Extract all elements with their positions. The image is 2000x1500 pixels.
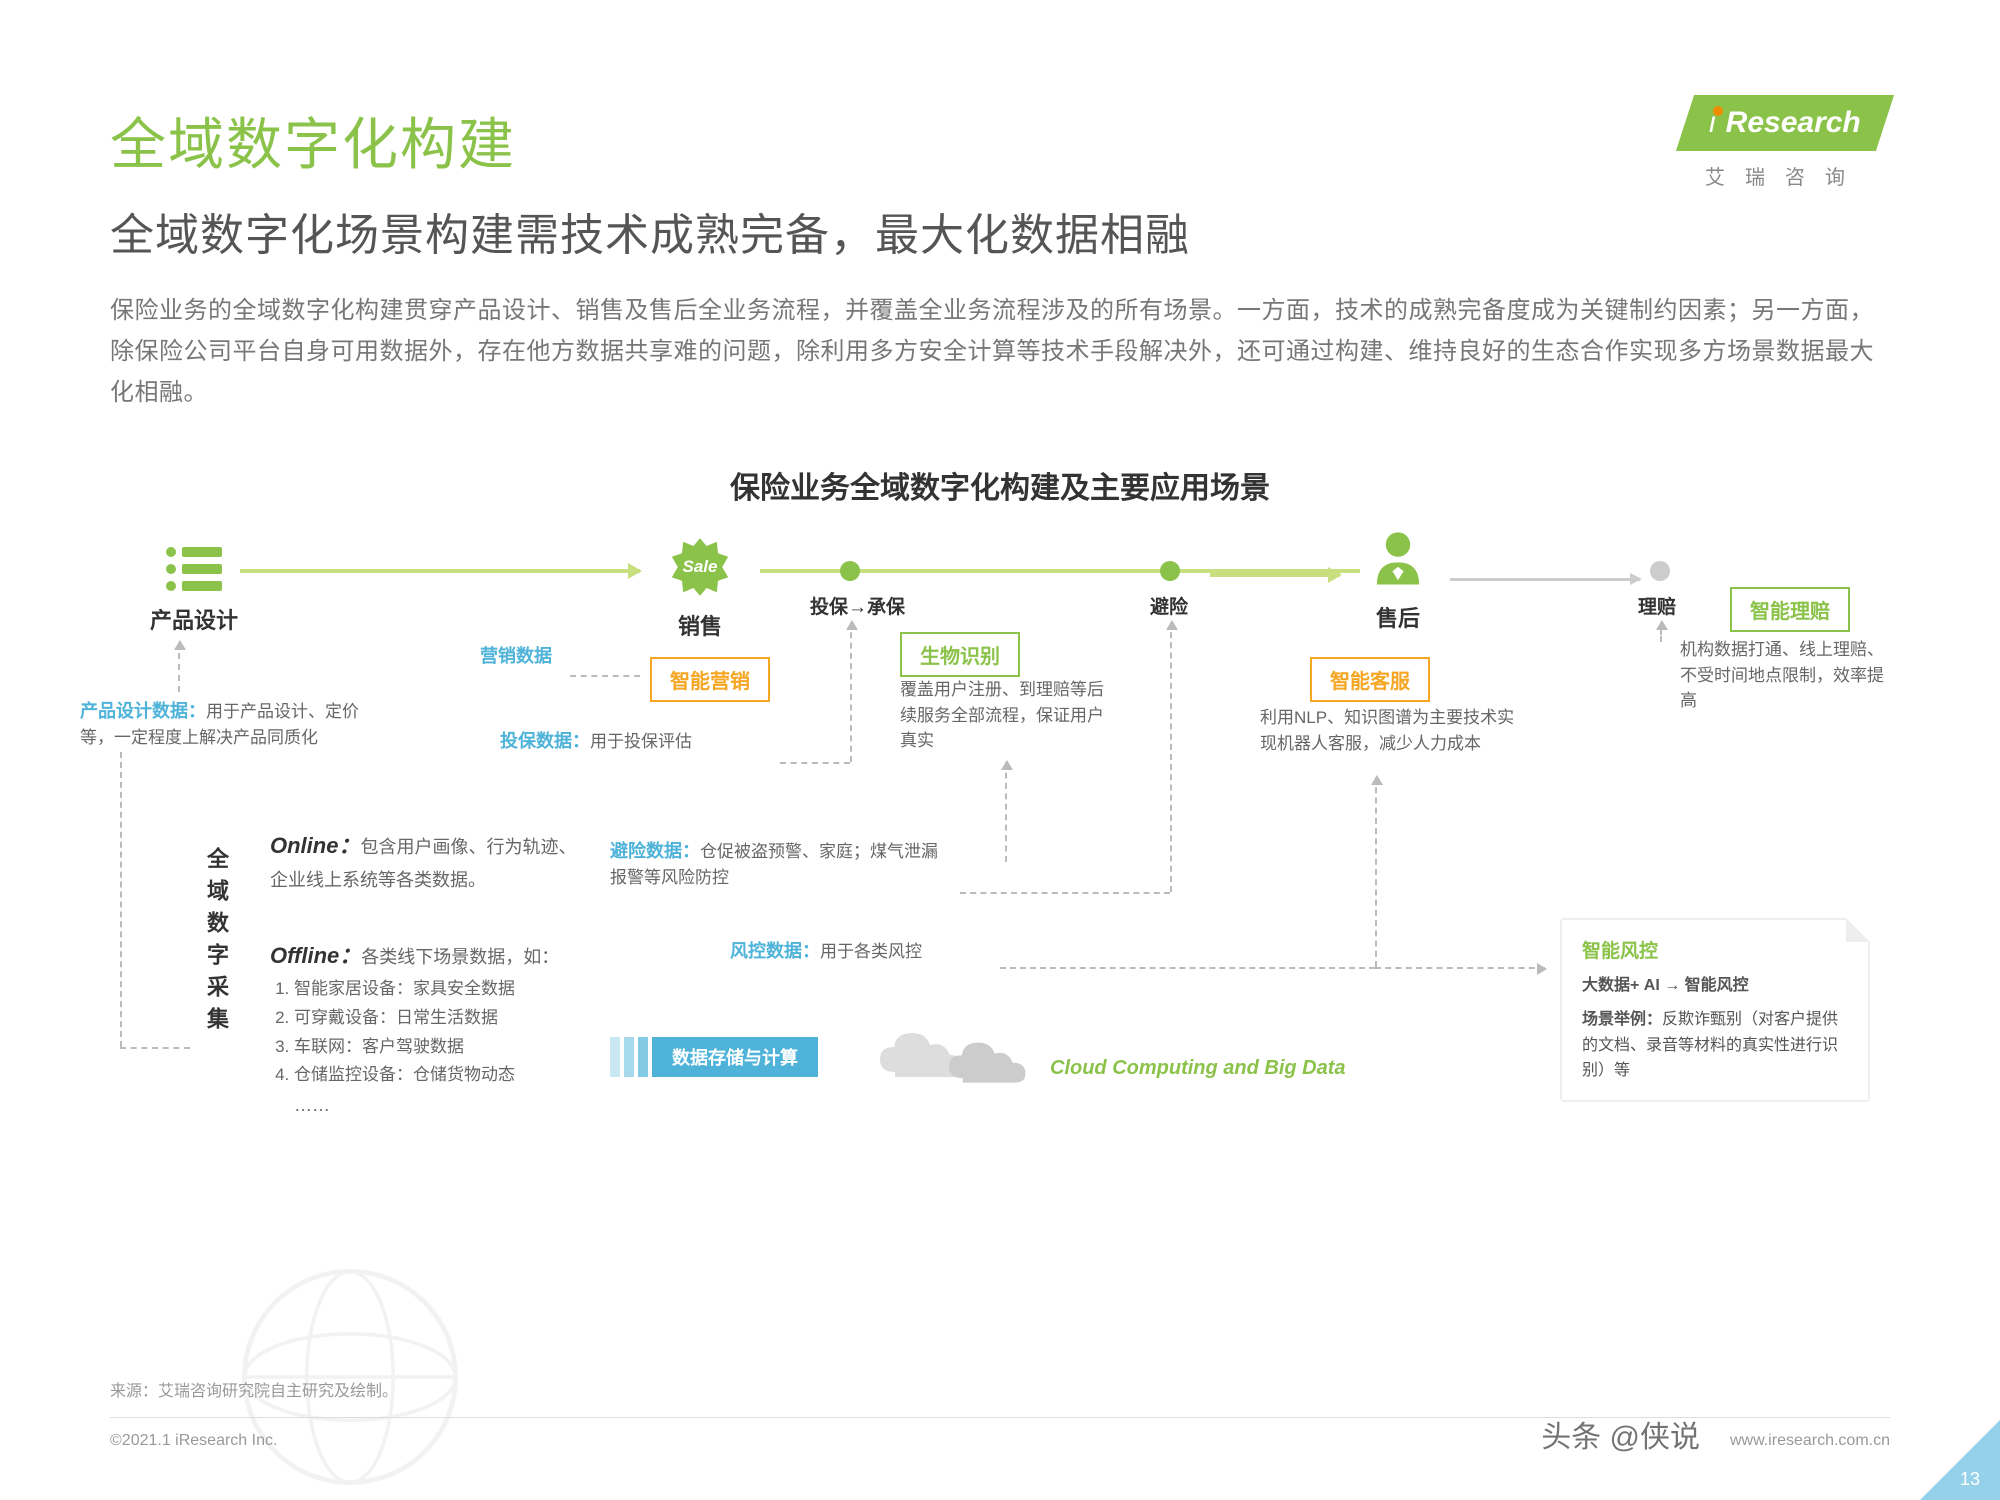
insure-data-label: 投保数据： <box>500 731 590 751</box>
dash-bio-up <box>1005 762 1007 862</box>
footer-copyright: ©2021.1 iResearch Inc. <box>110 1432 277 1450</box>
insure-data-desc: 用于投保评估 <box>590 732 692 751</box>
stage-design: 产品设计 <box>150 547 238 635</box>
offline-desc: 各类线下场景数据，如： <box>361 947 559 967</box>
risk-note-line1: 大数据+ AI → 智能风控 <box>1582 973 1848 999</box>
page-subtitle: 全域数字化场景构建需技术成熟完备，最大化数据相融 <box>110 199 1890 263</box>
desc-biometric: 覆盖用户注册、到理赔等后续服务全部流程，保证用户真实 <box>900 677 1120 754</box>
footer-url: www.iresearch.com.cn <box>1730 1432 1890 1450</box>
dot-claim <box>1650 561 1670 581</box>
offline-block: Offline：各类线下场景数据，如： 智能家居设备：家具安全数据 可穿戴设备：… <box>270 937 610 1121</box>
offline-item-4: 仓储监控设备：仓储货物动态 <box>294 1061 610 1090</box>
cloud-text: Cloud Computing and Big Data <box>1050 1057 1346 1080</box>
product-design-data: 产品设计数据：用于产品设计、定价等，一定程度上解决产品同质化 <box>80 697 390 750</box>
logo-brand: Research <box>1726 106 1861 139</box>
risk-note: 智能风控 大数据+ AI → 智能风控 场景举例：反欺诈甄别（对客户提供的文档、… <box>1560 918 1870 1101</box>
dash-risk-h2 <box>1375 967 1545 969</box>
product-design-data-label: 产品设计数据： <box>80 701 206 721</box>
collection-section-label: 全域数字采集 <box>200 847 232 1039</box>
diagram-area: 产品设计 Sale 销售 投保→承保 避险 售后 理赔 智能营销 生物识别 覆盖… <box>110 537 1890 1297</box>
dot-insure <box>840 561 860 581</box>
stage-aftersale: 售后 <box>1370 529 1426 633</box>
stage-design-label: 产品设计 <box>150 603 238 635</box>
substage-avoid: 避险 <box>1150 592 1188 619</box>
risk-data-desc: 用于各类风控 <box>820 942 922 961</box>
dot-avoid <box>1160 561 1180 581</box>
intro-paragraph: 保险业务的全域数字化构建贯穿产品设计、销售及售后全业务流程，并覆盖全业务流程涉及… <box>110 291 1890 413</box>
page-number: 13 <box>1960 1469 1980 1490</box>
tag-biometric: 生物识别 <box>900 632 1020 677</box>
storage-ribbon-text: 数据存储与计算 <box>652 1037 818 1077</box>
avoid-data-label: 避险数据： <box>610 841 700 861</box>
risk-note-line2-label: 场景举例： <box>1582 1011 1662 1028</box>
desc-smart-service: 利用NLP、知识图谱为主要技术实现机器人客服，减少人力成本 <box>1260 705 1520 756</box>
dash-claim-up <box>1660 622 1662 642</box>
dash-insure-h <box>780 762 850 764</box>
arrow-gray <box>1450 578 1640 581</box>
offline-item-3: 车联网：客户驾驶数据 <box>294 1033 610 1062</box>
sale-badge-text: Sale <box>683 557 718 577</box>
desc-smart-claim: 机构数据打通、线上理赔、不受时间地点限制，效率提高 <box>1680 637 1890 714</box>
logo: iResearch 艾瑞咨询 <box>1685 95 1885 190</box>
storage-ribbon: 数据存储与计算 <box>610 1037 818 1077</box>
arrow-2 <box>1210 573 1340 577</box>
marketing-data-label: 营销数据 <box>480 642 552 668</box>
dash-risk-up1 <box>1375 777 1377 967</box>
dash-avoid-h <box>960 892 1170 894</box>
offline-item-2: 可穿戴设备：日常生活数据 <box>294 1004 610 1033</box>
dash-v2 <box>120 752 122 1047</box>
online-title: Online： <box>270 833 360 858</box>
sale-badge-icon: Sale <box>670 537 730 597</box>
cloud-icon-2 <box>940 1037 1040 1092</box>
risk-data-label: 风控数据： <box>730 941 820 961</box>
dash-v1 <box>178 642 180 692</box>
insure-data: 投保数据：用于投保评估 <box>500 727 692 755</box>
risk-note-title: 智能风控 <box>1582 936 1848 963</box>
substage-claim: 理赔 <box>1638 592 1676 619</box>
offline-more: …… <box>270 1090 610 1121</box>
list-icon <box>166 547 222 591</box>
diagram-title: 保险业务全域数字化构建及主要应用场景 <box>110 463 1890 507</box>
dash-insure-up <box>850 622 852 762</box>
page-title: 全域数字化构建 <box>110 100 1890 181</box>
avoid-data: 避险数据：仓促被盗预警、家庭；煤气泄漏报警等风险防控 <box>610 837 950 890</box>
watermark: 头条 @侠说 <box>1541 1412 1700 1456</box>
arrow-1 <box>240 569 640 573</box>
tag-smart-claim: 智能理赔 <box>1730 587 1850 632</box>
logo-cn: 艾瑞咨询 <box>1685 161 1885 190</box>
substage-insure: 投保→承保 <box>810 592 905 619</box>
dash-risk-h <box>1000 967 1375 969</box>
offline-item-1: 智能家居设备：家具安全数据 <box>294 975 610 1004</box>
tag-smart-service: 智能客服 <box>1310 657 1430 702</box>
offline-list: 智能家居设备：家具安全数据 可穿戴设备：日常生活数据 车联网：客户驾驶数据 仓储… <box>270 975 610 1091</box>
stage-aftersale-label: 售后 <box>1376 601 1420 633</box>
person-icon <box>1370 529 1426 589</box>
stage-sale: Sale 销售 <box>670 537 730 641</box>
dash-h1 <box>120 1047 190 1049</box>
offline-title: Offline： <box>270 943 361 968</box>
stage-sale-label: 销售 <box>678 609 722 641</box>
risk-data: 风控数据：用于各类风控 <box>730 937 922 965</box>
dash-mkt <box>570 675 640 677</box>
tag-smart-marketing: 智能营销 <box>650 657 770 702</box>
online-block: Online：包含用户画像、行为轨迹、企业线上系统等各类数据。 <box>270 827 590 895</box>
dash-avoid-up <box>1170 622 1172 892</box>
